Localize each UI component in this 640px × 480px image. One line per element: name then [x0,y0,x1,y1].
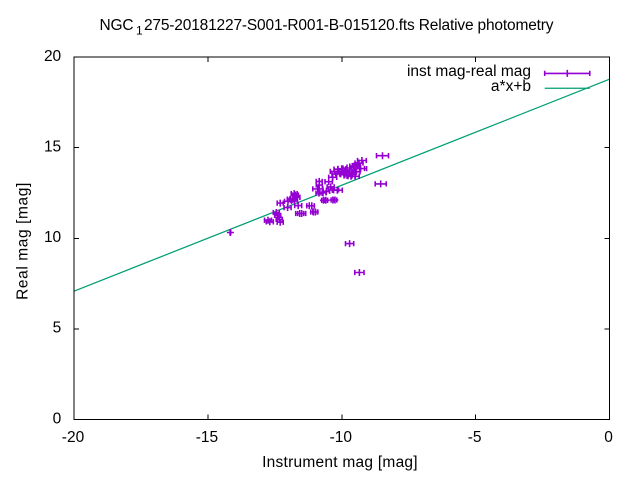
svg-text:0: 0 [53,410,62,427]
svg-text:-20: -20 [62,429,85,446]
svg-text:-15: -15 [196,429,218,446]
svg-text:-10: -10 [330,429,353,446]
svg-text:5: 5 [53,320,62,337]
svg-text:15: 15 [44,138,61,155]
svg-text:inst mag-real mag: inst mag-real mag [407,63,531,80]
svg-text:Real mag [mag]: Real mag [mag] [15,182,32,300]
svg-text:20: 20 [44,48,62,65]
svg-text:-5: -5 [468,429,482,446]
svg-text:a*x+b: a*x+b [491,78,531,95]
svg-text:Instrument mag [mag]: Instrument mag [mag] [262,454,418,471]
svg-text:0: 0 [604,429,613,446]
svg-text:10: 10 [44,229,62,246]
